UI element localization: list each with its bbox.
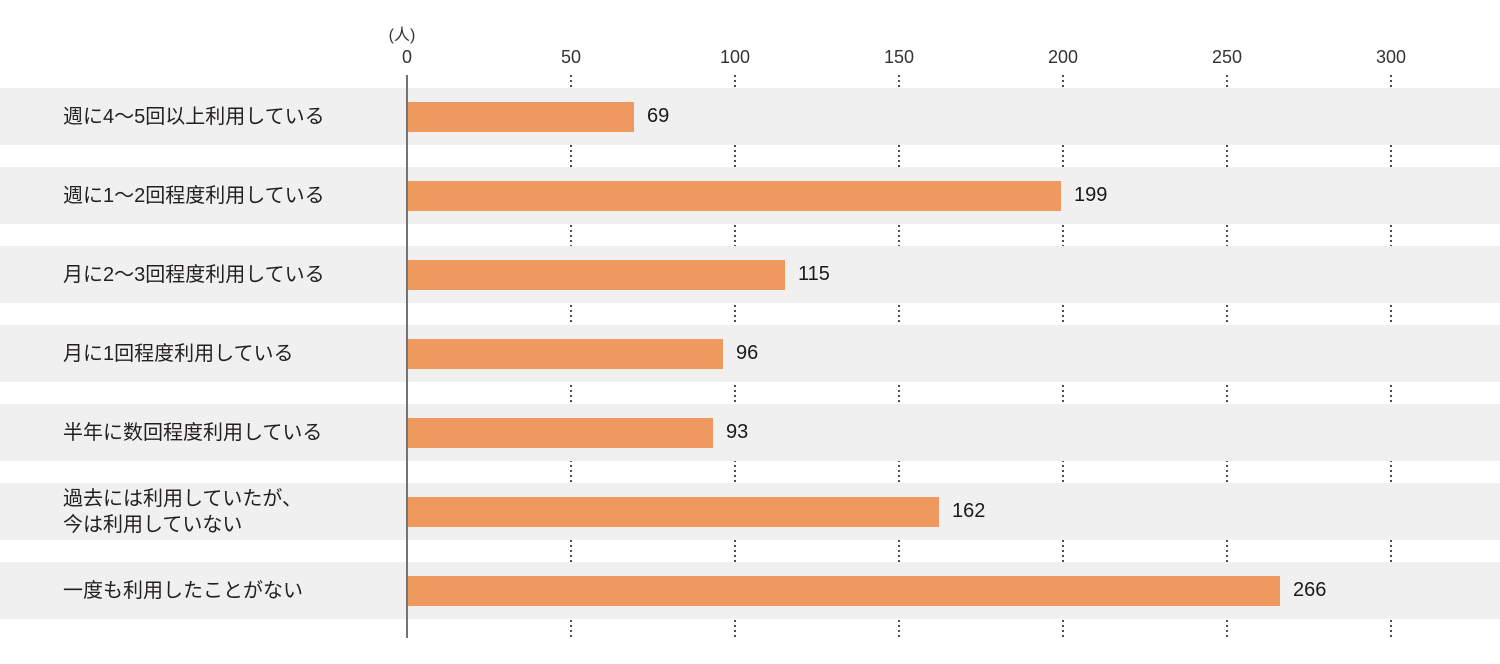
category-label: 半年に数回程度利用している [63,421,323,444]
value-label: 115 [798,263,830,285]
value-label: 93 [726,421,749,443]
bar [408,496,939,527]
x-tick-label-50: 50 [560,47,582,67]
category-label: 週に1〜2回程度利用している [63,184,325,207]
category-label: 週に4〜5回以上利用している [63,105,325,128]
x-tick-label-100: 100 [719,47,751,67]
bar [408,101,634,132]
x-tick-label-0: 0 [401,47,413,67]
x-tick-label-300: 300 [1375,47,1407,67]
bar [408,180,1061,211]
value-label: 162 [952,500,986,522]
axis-unit-label: (人) [388,27,416,44]
category-label: 月に2〜3回程度利用している [63,263,325,286]
x-tick-label-250: 250 [1211,47,1243,67]
value-label: 266 [1293,579,1327,601]
row-band [0,404,1500,461]
row-band [0,88,1500,145]
value-label: 69 [647,105,670,127]
x-tick-label-150: 150 [883,47,915,67]
y-axis-line [406,75,408,638]
category-label: 過去には利用していたが、 今は利用していない [63,487,302,536]
row-band [0,325,1500,382]
value-label: 199 [1074,184,1108,206]
bar [408,575,1280,606]
category-label: 月に1回程度利用している [63,342,294,365]
bar [408,338,723,369]
bar [408,259,785,290]
category-label: 一度も利用したことがない [63,579,303,602]
x-tick-label-200: 200 [1047,47,1079,67]
bar [408,417,713,448]
value-label: 96 [736,342,759,364]
